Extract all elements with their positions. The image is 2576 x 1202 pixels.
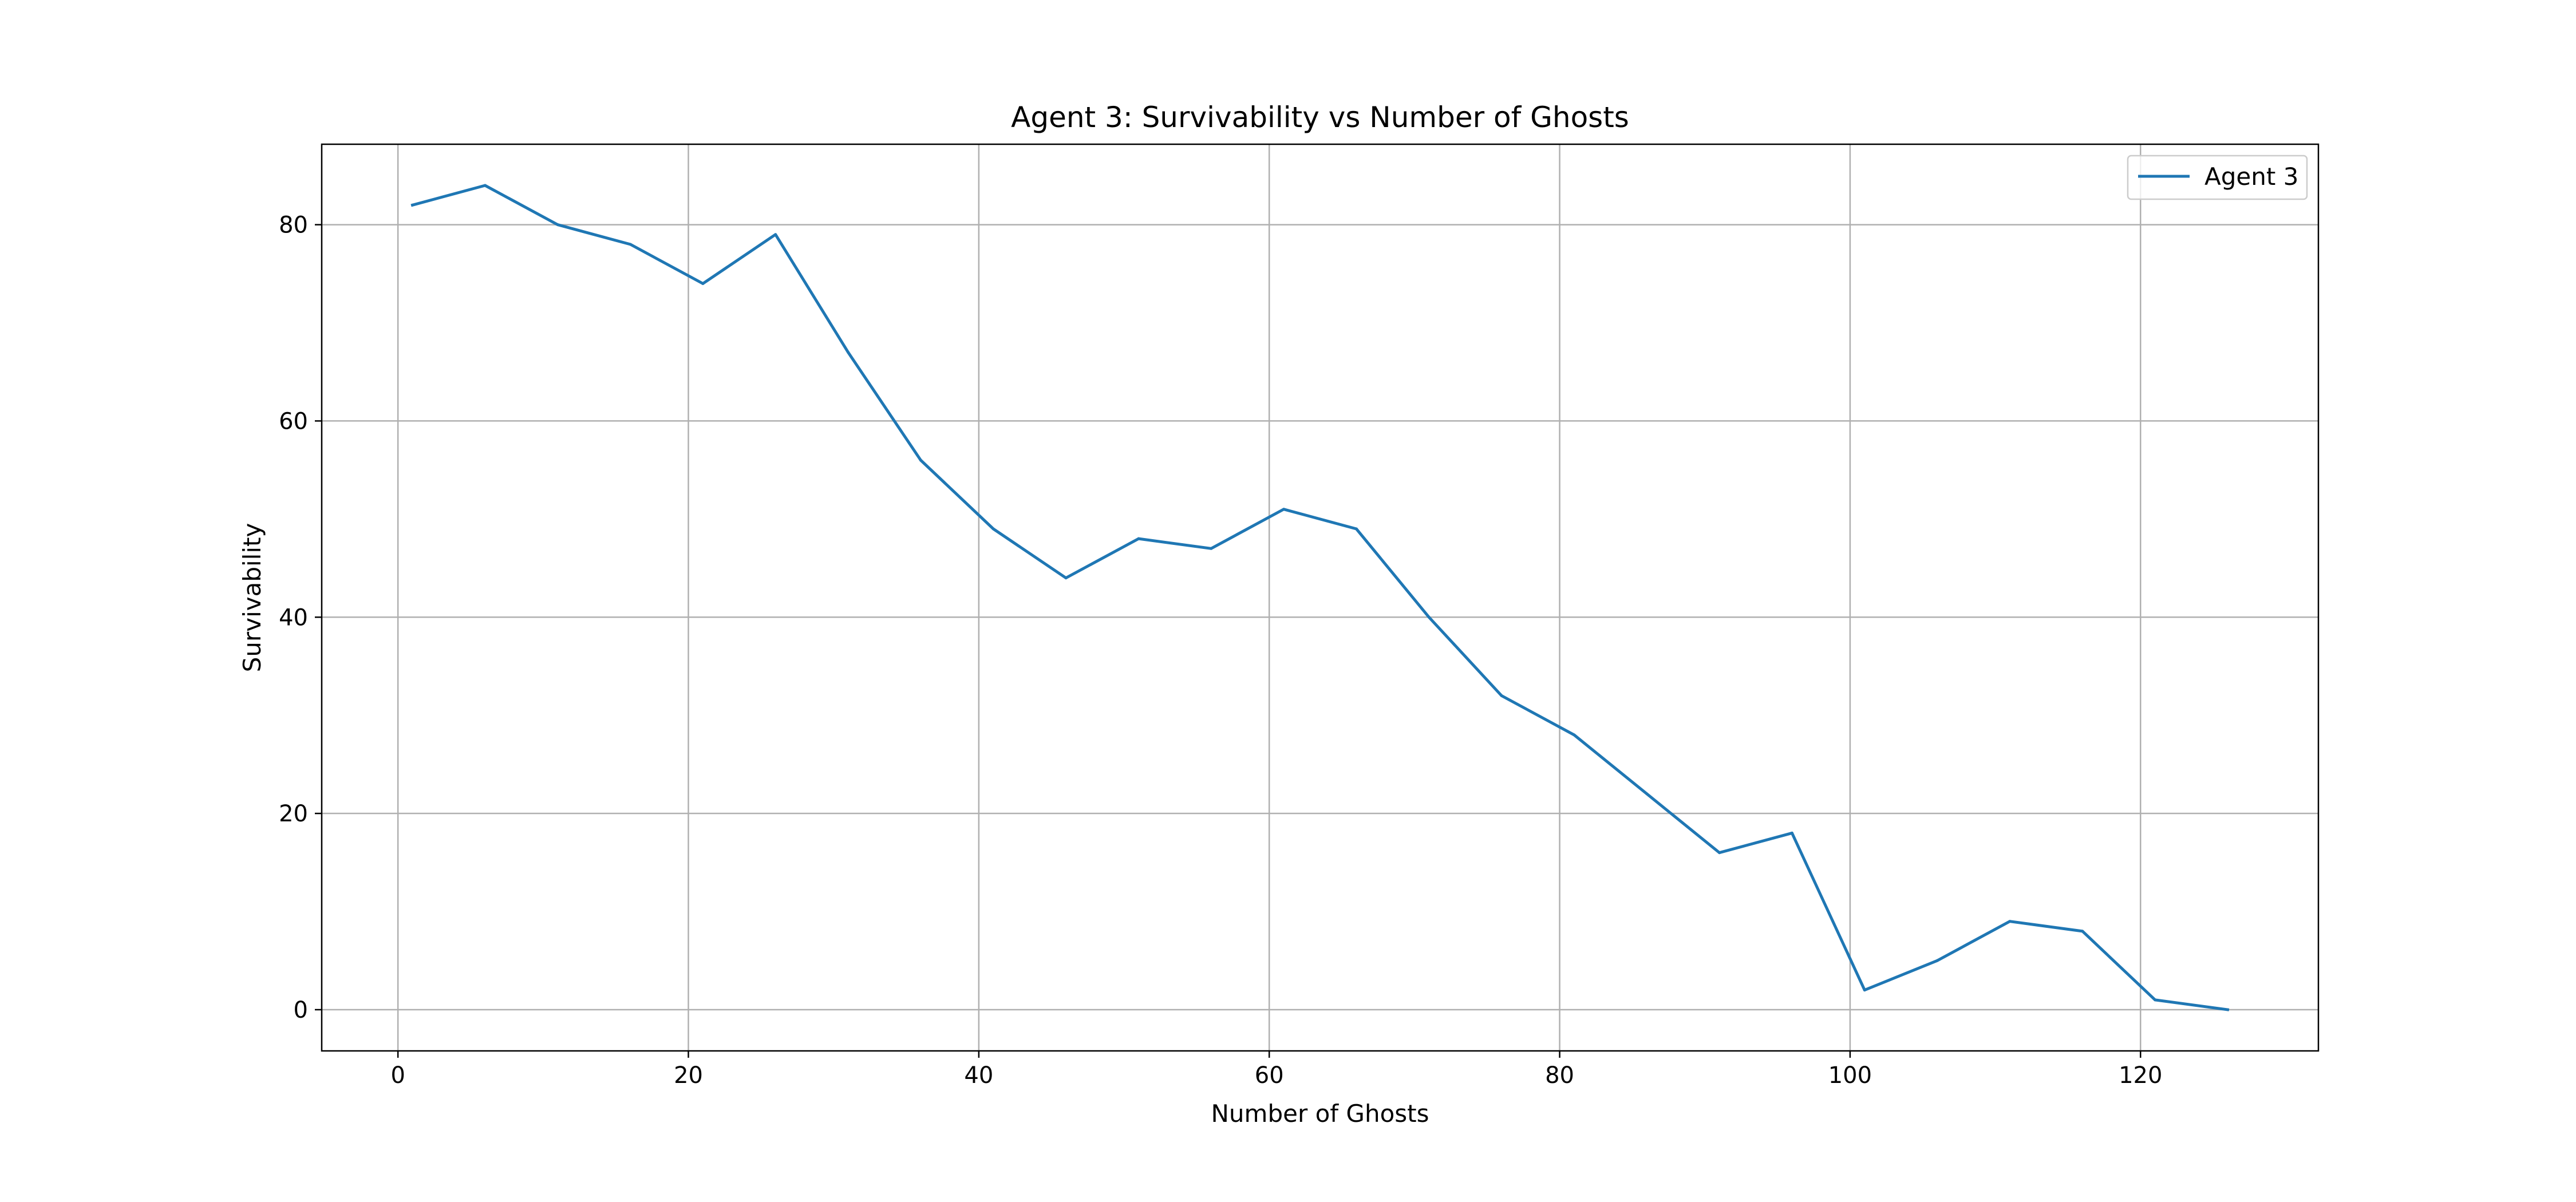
plot-frame: [321, 143, 2320, 1052]
series-lines: [410, 184, 2230, 1011]
legend: Agent 3: [2127, 155, 2308, 200]
x-tick-label: 80: [1545, 1062, 1574, 1089]
x-tick-label: 120: [2119, 1062, 2162, 1089]
data-point: [1718, 851, 1721, 855]
x-tick-label: 60: [1255, 1062, 1284, 1089]
data-point: [1210, 547, 1213, 550]
y-tick-label: 0: [294, 997, 308, 1023]
y-tick-label: 20: [279, 801, 308, 827]
data-point: [1935, 959, 1939, 962]
data-point: [2154, 998, 2157, 1002]
axis-ticks: 0 20 40 60 80 100 120 0 20 40 60 80: [279, 212, 2162, 1089]
data-point: [1863, 989, 1866, 992]
data-point: [1282, 508, 1286, 511]
y-tick-label: 60: [279, 408, 308, 434]
data-point: [556, 223, 559, 227]
series-line-0: [410, 184, 2230, 1011]
y-axis-label: Survivability: [238, 523, 266, 673]
data-point: [919, 458, 922, 462]
data-point: [1137, 537, 1140, 540]
data-point: [774, 233, 777, 236]
data-point: [2081, 930, 2084, 933]
data-point: [2008, 920, 2012, 923]
x-tick-label: 20: [674, 1062, 703, 1089]
y-tick-label: 40: [279, 604, 308, 631]
chart-title: Agent 3: Survivability vs Number of Ghos…: [1011, 101, 1629, 134]
data-point: [411, 203, 414, 207]
data-point: [1790, 831, 1793, 835]
grid: [322, 144, 2318, 1051]
plot-area-background: [322, 144, 2318, 1051]
data-point: [1500, 694, 1503, 697]
data-point: [991, 527, 995, 531]
data-point: [629, 243, 632, 246]
data-point: [483, 184, 487, 187]
data-point: [1645, 792, 1649, 796]
data-point: [1427, 615, 1431, 619]
x-tick-label: 100: [1828, 1062, 1872, 1089]
x-tick-label: 0: [390, 1062, 405, 1089]
data-point: [847, 350, 850, 354]
y-tick-label: 80: [279, 212, 308, 239]
data-point: [2226, 1008, 2229, 1011]
data-point: [1354, 527, 1358, 531]
data-point: [1064, 576, 1068, 580]
legend-label: Agent 3: [2204, 163, 2298, 191]
x-tick-label: 40: [964, 1062, 993, 1089]
data-point: [1573, 733, 1576, 737]
data-point: [701, 282, 705, 285]
x-axis-label: Number of Ghosts: [1211, 1100, 1429, 1128]
legend-box: [2127, 155, 2308, 200]
